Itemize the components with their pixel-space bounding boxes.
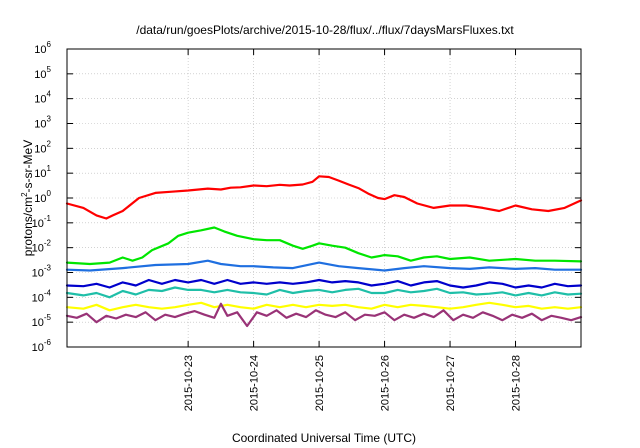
y-tick-base: 10 [32, 317, 44, 329]
x-tick-label: 2015-10-25 [314, 355, 326, 411]
y-axis: 10-610-510-410-310-210-11001011021031041… [32, 40, 581, 354]
y-tick-base: 10 [34, 193, 46, 205]
y-tick-exp: -6 [44, 338, 52, 347]
series-line-4 [65, 278, 583, 289]
x-tick-label: 2015-10-24 [249, 355, 261, 411]
x-axis-label: Coordinated Universal Time (UTC) [232, 431, 416, 445]
y-tick-base: 10 [34, 69, 46, 81]
x-tick-label: 2015-10-28 [511, 355, 523, 411]
series-line-1 [65, 175, 583, 220]
series-line-3 [65, 259, 583, 272]
y-tick-exp: -1 [44, 214, 52, 223]
chart-title: /data/run/goesPlots/archive/2015-10-28/f… [136, 23, 514, 37]
y-tick-exp: 3 [47, 115, 52, 124]
y-tick-label: 103 [34, 115, 51, 131]
y-tick-base: 10 [32, 342, 44, 354]
grid [67, 48, 581, 348]
y-tick-label: 10-6 [32, 338, 52, 354]
y-tick-exp: -2 [44, 239, 52, 248]
series-line-2 [65, 226, 583, 266]
series-line-6 [65, 301, 583, 312]
y-tick-exp: 4 [47, 90, 52, 99]
y-tick-exp: -4 [44, 288, 52, 297]
y-tick-label: 10-1 [32, 214, 52, 230]
y-tick-label: 104 [34, 90, 51, 106]
x-tick-label: 2015-10-27 [445, 355, 457, 411]
y-tick-base: 10 [34, 44, 46, 56]
y-tick-base: 10 [34, 119, 46, 131]
y-tick-label: 10-2 [32, 239, 52, 255]
y-tick-base: 10 [32, 292, 44, 304]
y-tick-label: 10-4 [32, 288, 52, 304]
y-tick-base: 10 [32, 243, 44, 255]
y-axis-label-post: -s-sr-MeV [21, 140, 35, 193]
y-tick-exp: 1 [47, 164, 52, 173]
y-axis-label-pre: protons/cm [21, 197, 35, 256]
y-tick-exp: -5 [44, 313, 52, 322]
y-tick-exp: 5 [47, 65, 52, 74]
y-tick-exp: 2 [47, 139, 52, 148]
y-tick-label: 102 [34, 139, 51, 155]
series-line-7 [65, 302, 583, 328]
y-tick-label: 100 [34, 189, 51, 205]
y-tick-base: 10 [34, 94, 46, 106]
y-tick-label: 10-5 [32, 313, 52, 329]
y-tick-label: 10-3 [32, 264, 52, 280]
y-tick-label: 105 [34, 65, 51, 81]
y-tick-base: 10 [32, 268, 44, 280]
y-tick-base: 10 [34, 168, 46, 180]
y-axis-label-sup: 2 [20, 192, 29, 197]
y-tick-base: 10 [32, 218, 44, 230]
y-tick-exp: -3 [44, 264, 52, 273]
y-tick-exp: 6 [47, 40, 52, 49]
plot-frame [66, 48, 582, 348]
x-axis: 2015-10-23 2015-10-24 2015-10-25 2015-10-26… [183, 49, 523, 411]
y-tick-label: 101 [34, 164, 51, 180]
x-tick-label: 2015-10-23 [183, 355, 195, 411]
y-tick-exp: 0 [47, 189, 52, 198]
series-group [65, 175, 583, 328]
series-line-5 [65, 286, 583, 299]
y-tick-base: 10 [34, 143, 46, 155]
x-tick-label: 2015-10-26 [380, 355, 392, 411]
y-axis-label: protons/cm2-s-sr-MeV [20, 140, 35, 256]
y-tick-label: 106 [34, 40, 51, 56]
